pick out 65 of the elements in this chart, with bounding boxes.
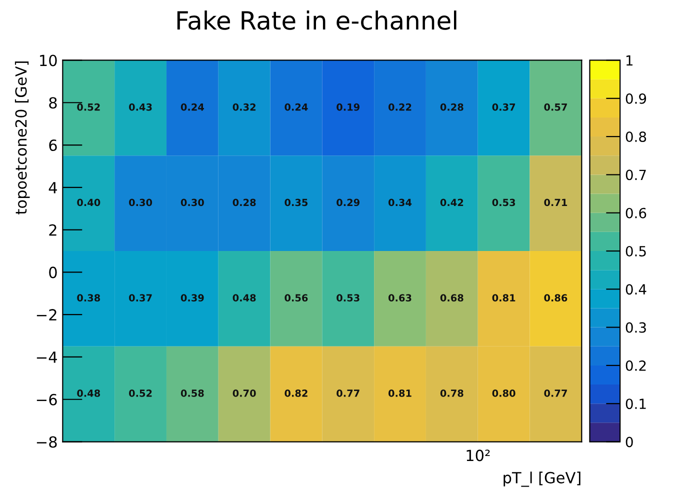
data-label: 0.52 [129, 390, 152, 397]
color-bar-label: 0 [626, 436, 633, 448]
color-bar-label: 0.9 [626, 93, 646, 104]
chart-title: Fake Rate in e-channel [177, 10, 456, 30]
data-label: 0.81 [492, 294, 516, 302]
data-label: 0.19 [336, 103, 360, 111]
y-tick-label: −2 [36, 309, 56, 320]
color-bar-label: 0.5 [626, 246, 646, 256]
data-label: 0.48 [232, 294, 256, 302]
y-axis-title: topoetcone20 [GeV] [14, 62, 30, 214]
data-label: 0.34 [388, 198, 412, 206]
color-bar-label: 1 [626, 55, 632, 66]
x-axis-title: pT_l [GeV] [504, 472, 580, 487]
data-label: 0.37 [129, 294, 152, 302]
y-tick-label: 0 [49, 266, 57, 278]
color-bar-label: 0.6 [626, 208, 646, 218]
data-label: 0.58 [180, 390, 204, 397]
data-label: 0.24 [180, 103, 204, 111]
data-label: 0.71 [544, 198, 568, 206]
color-bar-label: 0.1 [626, 398, 646, 410]
data-label: 0.82 [284, 390, 308, 397]
data-label: 0.32 [232, 103, 256, 111]
data-label: 0.30 [180, 198, 204, 206]
data-label: 0.30 [129, 198, 152, 206]
data-label: 0.24 [284, 103, 308, 111]
data-label: 0.81 [388, 390, 412, 397]
y-tick-label: 6 [49, 139, 57, 152]
color-bar-label: 0.2 [626, 360, 646, 371]
data-label: 0.52 [77, 103, 100, 111]
data-label: 0.53 [492, 198, 516, 206]
data-label: 0.48 [77, 390, 100, 397]
data-label: 0.40 [77, 198, 100, 206]
y-tick-label: 8 [49, 97, 57, 109]
data-label: 0.77 [544, 390, 567, 397]
data-label: 0.56 [284, 294, 308, 302]
y-tick-label: 4 [48, 182, 57, 194]
data-label: 0.28 [232, 198, 256, 206]
color-bar-label: 0.7 [626, 170, 646, 180]
color-bar-label: 0.4 [626, 284, 646, 295]
data-label: 0.68 [440, 294, 464, 302]
y-tick-label: −4 [36, 352, 57, 363]
data-label: 0.80 [492, 390, 516, 397]
color-bar-label: 0.3 [626, 322, 646, 333]
data-label: 0.42 [440, 198, 464, 206]
y-tick-label: −8 [36, 436, 57, 448]
data-label: 0.57 [544, 103, 567, 111]
data-label: 0.35 [284, 198, 308, 206]
data-label: 0.43 [129, 103, 152, 111]
text: 10² [466, 450, 490, 462]
data-label: 0.22 [388, 103, 412, 111]
y-tick-label: 10 [40, 54, 57, 66]
data-label: 0.38 [77, 294, 100, 302]
data-label: 0.86 [544, 294, 568, 302]
y-tick-label: 2 [49, 224, 56, 236]
data-label: 0.70 [232, 390, 256, 397]
data-label: 0.78 [440, 390, 464, 397]
data-label: 0.77 [336, 390, 360, 397]
data-label: 0.63 [388, 294, 412, 302]
data-label: 0.37 [492, 103, 516, 111]
data-label: 0.28 [440, 103, 464, 111]
color-bar-label: 0.8 [626, 132, 646, 142]
y-tick-label: −6 [36, 394, 57, 406]
data-label: 0.53 [336, 294, 360, 302]
data-label: 0.39 [180, 294, 204, 302]
data-label: 0.29 [336, 198, 360, 206]
